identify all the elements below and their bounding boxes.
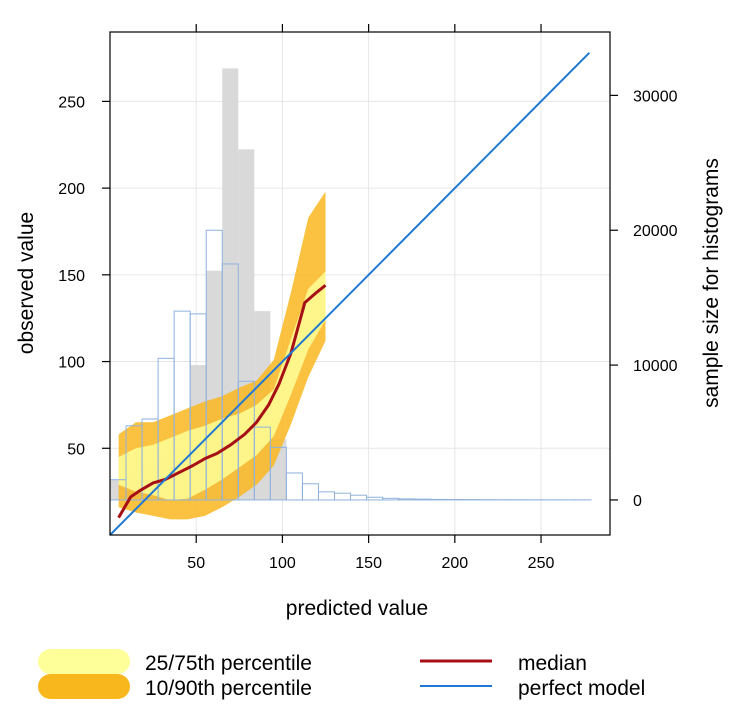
- band-25-75-percentile: [118, 271, 326, 501]
- line-layer: [109, 52, 591, 536]
- band-25-75th-percentile: [118, 271, 326, 501]
- legend-swatch-25-75: [38, 649, 130, 674]
- x-tick-label: 200: [441, 555, 468, 572]
- x-tick-label: 250: [528, 555, 555, 572]
- y-tick-label: 250: [58, 94, 85, 111]
- histogram-bar-observed: [430, 498, 448, 501]
- legend-label-25-75: 25/75th percentile: [145, 652, 312, 675]
- perfect-model-line: [109, 52, 591, 536]
- band-10-90-percentile: [118, 191, 326, 520]
- legend: 25/75th percentile 10/90th percentile me…: [38, 649, 645, 700]
- legend-label-perfect-model: perfect model: [518, 677, 645, 700]
- y-tick-label: 200: [58, 181, 85, 198]
- y-tick-label: 50: [67, 441, 85, 458]
- median-line: [117, 284, 327, 519]
- y2-tick-label: 0: [633, 493, 642, 510]
- legend-swatch-10-90: [38, 674, 130, 699]
- y2-tick-label: 30000: [633, 88, 678, 105]
- histogram-bar-observed: [333, 492, 352, 501]
- observed-histogram: [109, 229, 592, 501]
- histogram-bar-observed: [398, 498, 416, 501]
- legend-label-median: median: [518, 652, 587, 675]
- histogram-bar-observed: [350, 494, 368, 501]
- x-axis-label: predicted value: [286, 597, 428, 620]
- histogram-bar-observed: [301, 483, 319, 501]
- y2-axis-label: sample size for histograms: [700, 158, 723, 408]
- histogram-bar-observed: [414, 498, 432, 501]
- y-tick-label: 150: [58, 268, 85, 285]
- x-tick-label: 100: [269, 555, 296, 572]
- band-10-90th-percentile: [118, 191, 326, 520]
- plot-frame: [109, 31, 611, 536]
- histogram-bar-observed: [317, 491, 335, 501]
- histogram-bar-observed: [382, 497, 400, 501]
- y-tick-label: 100: [58, 355, 85, 372]
- histogram-bar-observed: [285, 472, 303, 501]
- y-axis-label: observed value: [15, 212, 38, 354]
- axis-ticks: 50 100 150 200 250 50 100 150 200 250 0 10000 20000 3…: [58, 24, 678, 572]
- x-tick-label: 50: [187, 555, 205, 572]
- legend-label-10-90: 10/90th percentile: [145, 677, 312, 700]
- y2-tick-label: 10000: [633, 358, 678, 375]
- y2-tick-label: 20000: [633, 223, 678, 240]
- x-tick-label: 150: [355, 555, 382, 572]
